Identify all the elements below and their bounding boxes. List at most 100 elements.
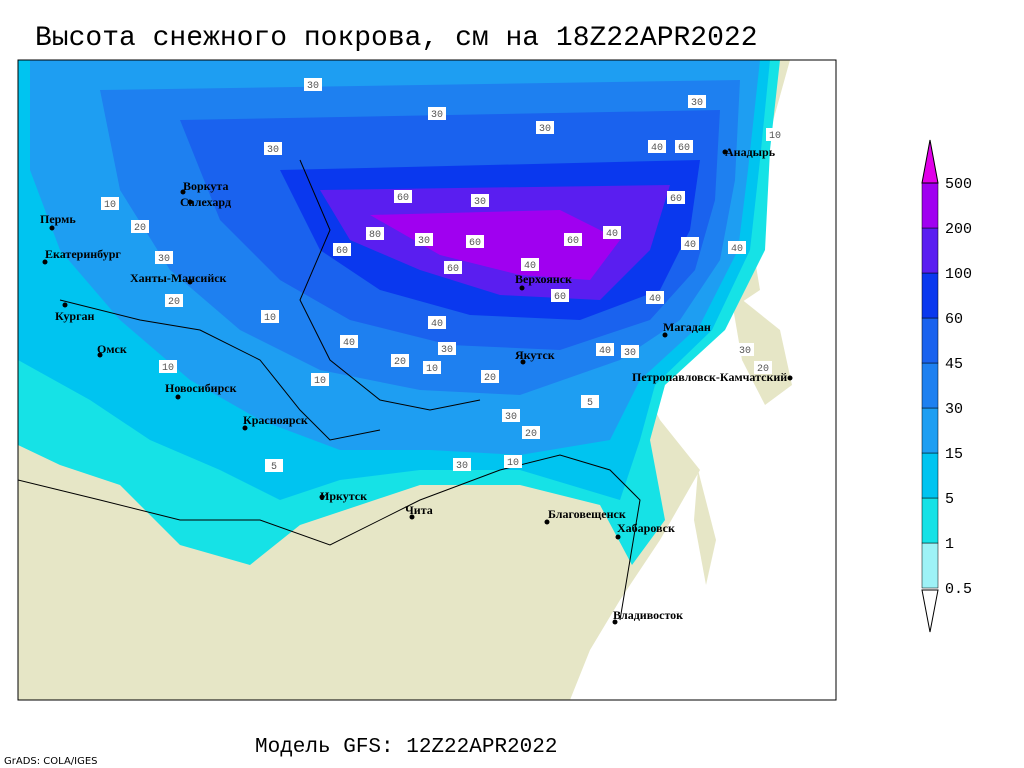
city-dot [62, 302, 68, 308]
city-name: Хабаровск [617, 521, 675, 535]
contour-label: 60 [394, 190, 412, 204]
contour-label-box [444, 261, 462, 274]
contour-label-box [564, 233, 582, 246]
contour-label-box [159, 360, 177, 373]
contour-label: 5 [581, 395, 599, 409]
contour-label-box [536, 121, 554, 134]
contour-label-text: 30 [267, 145, 279, 156]
city-dot [180, 189, 186, 195]
contour-label: 30 [428, 107, 446, 121]
contour-label: 30 [304, 78, 322, 92]
contour-label: 40 [728, 241, 746, 255]
contour-label-text: 30 [307, 81, 319, 92]
contour-label: 40 [603, 226, 621, 240]
contour-label-text: 5 [271, 462, 277, 473]
contour-label-box [681, 237, 699, 250]
contour-label-text: 30 [418, 236, 430, 247]
contour-label-box [675, 140, 693, 153]
contour-label-text: 30 [474, 197, 486, 208]
city-dot [187, 199, 193, 205]
contour-label-text: 20 [757, 364, 769, 375]
contour-label-box [438, 342, 456, 355]
colorbar-segment [921, 497, 939, 544]
contour-label-text: 40 [731, 244, 743, 255]
contour-label: 30 [536, 121, 554, 135]
sakhalin [694, 470, 716, 585]
city-dot [787, 375, 793, 381]
contour-label-box [394, 190, 412, 203]
contour-label-box [466, 235, 484, 248]
city-name: Салехард [180, 195, 231, 209]
city-name: Анадырь [725, 145, 776, 159]
city-name: Владивосток [613, 608, 683, 622]
model-label: Модель GFS: 12Z22APR2022 [255, 736, 557, 759]
colorbar-label: 15 [945, 446, 963, 463]
city-dot [409, 514, 415, 520]
contour-label-text: 20 [168, 297, 180, 308]
contour-label-box [333, 243, 351, 256]
city-dot [662, 332, 668, 338]
contour-label-box [311, 373, 329, 386]
contour-label-text: 10 [769, 131, 781, 142]
contour-label-text: 60 [678, 143, 690, 154]
contour-label-box [165, 294, 183, 307]
contour-label: 20 [165, 294, 183, 308]
city-name: Красноярск [243, 413, 308, 427]
contour-label-text: 40 [599, 346, 611, 357]
colorbar-segment [921, 227, 939, 274]
contour-label-text: 10 [314, 376, 326, 387]
contour-label: 10 [766, 128, 784, 142]
contour-label-box [504, 455, 522, 468]
contour-label-box [453, 458, 471, 471]
border-line [18, 454, 641, 621]
contour-label: 30 [155, 251, 173, 265]
city-name: Иркутск [320, 489, 367, 503]
snow-area [370, 210, 620, 280]
contour-label-box [728, 241, 746, 254]
city-dot [49, 225, 55, 231]
contour-label: 60 [444, 261, 462, 275]
contour-label-text: 30 [441, 345, 453, 356]
city-dot [519, 285, 525, 291]
contour-label-text: 30 [158, 254, 170, 265]
city-name: Омск [97, 342, 127, 356]
contour-label: 10 [101, 197, 119, 211]
city-name: Чита [405, 503, 433, 517]
contour-label-box [596, 343, 614, 356]
contour-label: 80 [366, 227, 384, 241]
contour-label-text: 30 [431, 110, 443, 121]
contour-label: 40 [521, 258, 539, 272]
contour-label: 20 [481, 370, 499, 384]
contour-label-text: 20 [484, 373, 496, 384]
contour-label-box [415, 233, 433, 246]
city-name: Пермь [40, 212, 76, 226]
credit: GrADS: COLA/IGES [4, 756, 98, 767]
contour-label: 40 [596, 343, 614, 357]
contour-label-box [471, 194, 489, 207]
contour-label-text: 20 [134, 223, 146, 234]
contour-label-text: 60 [447, 264, 459, 275]
city-dot [612, 619, 618, 625]
contour-label-box [667, 191, 685, 204]
city-dot [615, 534, 621, 540]
colorbar-segment [921, 407, 939, 454]
contour-label: 30 [415, 233, 433, 247]
contour-label: 10 [159, 360, 177, 374]
colorbar-segment [921, 272, 939, 319]
contour-label-text: 20 [525, 429, 537, 440]
city-name: Воркута [183, 179, 228, 193]
contour-label: 60 [564, 233, 582, 247]
contour-label: 5 [265, 459, 283, 473]
contour-label: 20 [131, 220, 149, 234]
contour-label: 20 [391, 354, 409, 368]
contour-label-box [688, 95, 706, 108]
contour-label-box [481, 370, 499, 383]
contour-label-box [261, 310, 279, 323]
contour-label-box [423, 361, 441, 374]
colorbar-label: 60 [945, 311, 963, 328]
contour-label: 10 [261, 310, 279, 324]
colorbar-label: 500 [945, 176, 972, 193]
city-dot [319, 494, 325, 500]
contour-label: 30 [736, 343, 754, 357]
